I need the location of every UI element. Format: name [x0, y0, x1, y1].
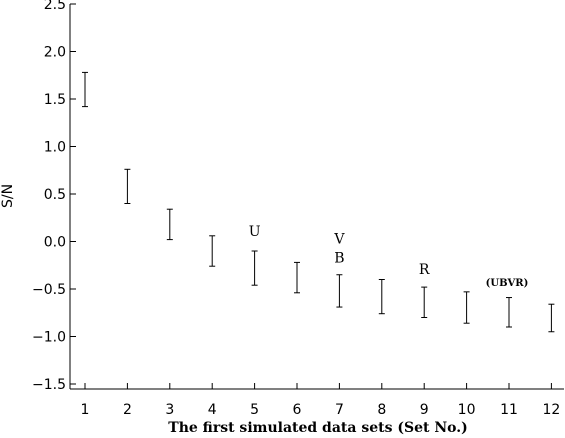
error-bar	[506, 297, 512, 328]
annotation-label: (UBVR)	[486, 278, 529, 289]
x-tick-label: 1	[81, 402, 90, 418]
error-bar	[166, 208, 173, 241]
error-bar	[251, 250, 258, 286]
error-bar	[421, 286, 428, 318]
error-bars	[82, 71, 555, 333]
x-tick-label: 7	[335, 402, 344, 418]
x-tick-label: 6	[293, 402, 302, 418]
error-bar	[378, 279, 385, 315]
y-tick-label: 1.5	[44, 92, 66, 108]
error-bar	[548, 303, 555, 333]
error-bar	[463, 291, 470, 324]
y-tick-label: 0.0	[44, 235, 66, 251]
x-tick-label: 4	[208, 402, 217, 418]
y-tick-label: 2.5	[44, 0, 66, 13]
y-tick-label: −1.5	[32, 377, 66, 393]
x-axis-label: The first simulated data sets (Set No.)	[168, 420, 467, 436]
x-tick-label: 8	[377, 402, 386, 418]
y-ticks: 2.5 2.0 1.5 1.0 0.5 0.0 −0.5 −1.0 −1.5	[32, 0, 76, 393]
x-tick-label: 3	[165, 402, 174, 418]
y-axis-label: S/N	[0, 184, 16, 208]
error-bar	[82, 71, 88, 108]
x-tick-label: 12	[542, 402, 560, 418]
annotation-label: V	[333, 231, 345, 247]
error-bar	[124, 168, 131, 204]
error-bar	[294, 261, 300, 294]
annotations: U VB R (UBVR)	[249, 224, 529, 289]
x-tick-label: 5	[250, 402, 259, 418]
x-tick-label: 10	[458, 402, 476, 418]
y-tick-label: −1.0	[32, 330, 66, 346]
annotation-label: B	[334, 250, 344, 266]
x-tick-label: 9	[420, 402, 429, 418]
x-ticks: 1 2 3 4 5 6 7 8 9 10 11 12	[81, 383, 560, 418]
annotation-label: R	[419, 262, 430, 278]
y-tick-label: 1.0	[44, 140, 66, 156]
y-tick-label: −0.5	[32, 282, 66, 298]
error-bar	[336, 274, 343, 308]
y-tick-label: 2.0	[44, 45, 66, 61]
x-tick-label: 11	[500, 402, 518, 418]
y-tick-label: 0.5	[44, 187, 66, 203]
annotation-label: U	[249, 224, 261, 240]
error-bar	[209, 235, 216, 267]
axes	[69, 4, 564, 390]
x-tick-label: 2	[123, 402, 132, 418]
